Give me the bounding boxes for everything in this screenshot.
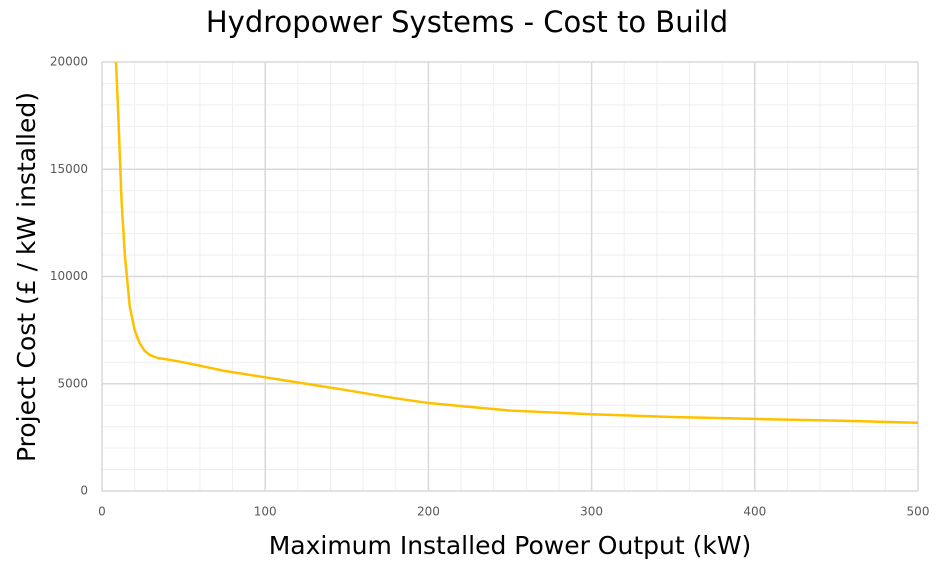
- plot-border: [101, 61, 919, 492]
- y-tick-label: 0: [80, 484, 88, 498]
- y-tick-label: 20000: [50, 55, 88, 69]
- y-tick-label: 5000: [57, 376, 88, 390]
- y-tick-label: 15000: [50, 162, 88, 176]
- x-tick-label: 300: [580, 505, 603, 519]
- y-axis-title: Project Cost (£ / kW installed): [12, 92, 41, 462]
- x-tick-label: 100: [254, 505, 277, 519]
- x-tick-label: 200: [417, 505, 440, 519]
- x-tick-label: 400: [743, 505, 766, 519]
- x-tick-label: 0: [98, 505, 106, 519]
- chart-title: Hydropower Systems - Cost to Build: [206, 5, 728, 39]
- data-line: [114, 61, 919, 425]
- y-tick-label: 10000: [50, 269, 88, 283]
- x-tick-label: 500: [907, 505, 930, 519]
- x-axis-title: Maximum Installed Power Output (kW): [269, 531, 752, 560]
